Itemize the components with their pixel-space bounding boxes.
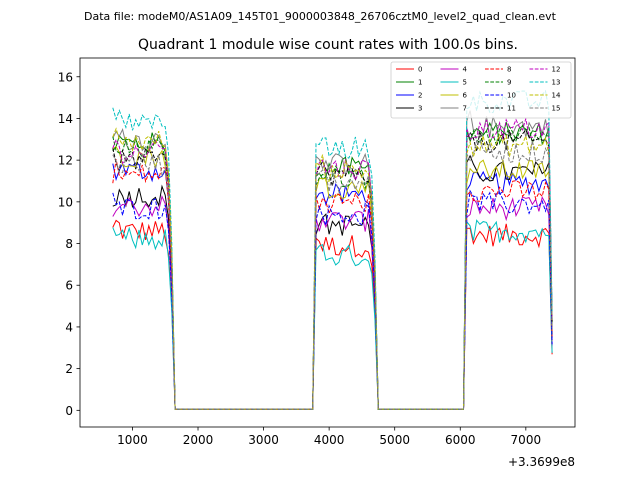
legend-label-0: 0	[418, 66, 422, 74]
x-tick-label-4000: 4000	[314, 433, 345, 447]
y-tick-label-4: 4	[65, 320, 73, 334]
series-line-11	[112, 129, 553, 410]
legend-label-2: 2	[418, 92, 422, 100]
y-tick-label-16: 16	[58, 70, 73, 84]
legend-label-10: 10	[507, 92, 516, 100]
y-tick-label-6: 6	[65, 279, 73, 293]
series-line-14	[112, 127, 553, 410]
legend-label-11: 11	[507, 105, 516, 113]
legend-label-6: 6	[463, 92, 468, 100]
legend-label-9: 9	[507, 79, 511, 87]
legend-label-3: 3	[418, 105, 422, 113]
series-line-9	[112, 124, 553, 410]
series-line-4	[112, 195, 553, 410]
legend-label-4: 4	[463, 66, 468, 74]
x-axis-offset-label: +3.3699e8	[508, 455, 575, 469]
x-tick-label-1000: 1000	[117, 433, 148, 447]
y-tick-label-14: 14	[58, 112, 73, 126]
legend-label-12: 12	[552, 66, 561, 74]
axes-frame	[79, 57, 576, 428]
legend-label-5: 5	[463, 79, 467, 87]
legend-label-1: 1	[418, 79, 422, 87]
series-line-10	[112, 189, 553, 410]
series-line-15	[112, 140, 553, 410]
x-tick-label-7000: 7000	[511, 433, 542, 447]
legend-label-7: 7	[463, 105, 467, 113]
y-tick-label-12: 12	[58, 154, 73, 168]
x-tick-label-2000: 2000	[183, 433, 214, 447]
x-tick-label-3000: 3000	[248, 433, 279, 447]
y-tick-label-10: 10	[58, 195, 73, 209]
x-tick-label-6000: 6000	[445, 433, 476, 447]
series-line-5	[112, 219, 553, 410]
legend-label-14: 14	[552, 92, 561, 100]
axes: 1000 2000 3000 4000 5000 6000 7000024681012141…	[58, 57, 576, 447]
y-tick-label-0: 0	[65, 404, 73, 418]
x-tick-label-5000: 5000	[379, 433, 410, 447]
y-tick-label-2: 2	[65, 362, 73, 376]
series-line-8	[112, 159, 553, 410]
chart-title: Quadrant 1 module wise count rates with …	[138, 37, 518, 53]
series-line-12	[112, 118, 553, 410]
legend-box	[390, 61, 572, 119]
chart-supertitle: Data file: modeM0/AS1A09_145T01_90000038…	[84, 10, 557, 23]
series-line-3	[112, 154, 553, 410]
legend-label-8: 8	[507, 66, 511, 74]
legend-label-15: 15	[552, 105, 561, 113]
series-line-6	[112, 144, 553, 410]
series-lines	[112, 89, 553, 410]
y-tick-label-8: 8	[65, 237, 73, 251]
plot-area	[112, 89, 553, 410]
series-line-0	[112, 219, 553, 410]
legend-label-13: 13	[552, 79, 561, 87]
